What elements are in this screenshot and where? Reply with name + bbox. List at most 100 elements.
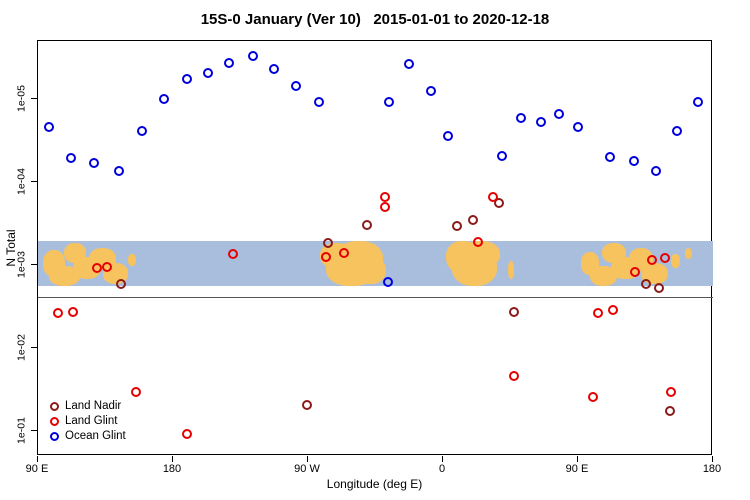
land-nadir-point bbox=[508, 307, 519, 318]
legend-marker-icon bbox=[50, 401, 59, 411]
y-tick-label: 1e-04 bbox=[15, 167, 28, 195]
chart-title: 15S-0 January (Ver 10) 2015-01-01 to 202… bbox=[200, 11, 550, 28]
ocean-glint-point bbox=[66, 152, 76, 163]
land-glint-point bbox=[588, 392, 598, 403]
y-tick-mark bbox=[31, 181, 37, 182]
land-glint-point bbox=[379, 191, 390, 202]
y-tick-label: 1e-01 bbox=[15, 416, 28, 444]
ocean-glint-point bbox=[114, 166, 124, 177]
legend-marker-icon bbox=[50, 416, 59, 426]
ocean-glint-point bbox=[604, 152, 615, 163]
land-glint-point bbox=[607, 305, 618, 316]
land-glint-point bbox=[630, 266, 640, 277]
legend-item: Land Glint bbox=[50, 414, 126, 428]
ocean-glint-point bbox=[516, 113, 526, 124]
land-nadir-point bbox=[493, 198, 504, 209]
x-tick-mark bbox=[37, 456, 38, 462]
ocean-glint-point bbox=[628, 156, 639, 167]
land-glint-point bbox=[130, 387, 141, 398]
legend: Land Nadir Land Glint Ocean Glint bbox=[50, 399, 126, 443]
ocean-glint-point bbox=[223, 58, 234, 69]
legend-label: Land Nadir bbox=[65, 400, 122, 412]
x-tick-mark bbox=[442, 456, 443, 462]
y-tick-label: 1e-02 bbox=[15, 333, 28, 361]
x-tick-label: 90 E bbox=[565, 463, 589, 475]
legend-item: Ocean Glint bbox=[50, 429, 126, 443]
x-tick-label: 90 E bbox=[25, 463, 49, 475]
land-glint-point bbox=[102, 261, 112, 272]
map-band bbox=[38, 240, 713, 287]
land-nadir-point bbox=[640, 279, 651, 290]
ocean-glint-point bbox=[672, 125, 682, 136]
land-nadir-point bbox=[115, 279, 126, 290]
x-tick-mark bbox=[172, 456, 173, 462]
y-tick-mark bbox=[31, 98, 37, 99]
y-tick-mark bbox=[31, 264, 37, 265]
x-tick-label: 0 bbox=[438, 463, 446, 475]
land-shape bbox=[641, 263, 668, 284]
ocean-glint-point bbox=[442, 131, 453, 142]
x-axis-title: Longitude (deg E) bbox=[326, 477, 423, 491]
land-glint-point bbox=[646, 254, 657, 265]
y-tick-label: 1e-03 bbox=[15, 250, 28, 278]
land-glint-point bbox=[228, 249, 238, 260]
y-tick-mark bbox=[31, 430, 37, 431]
x-tick-label: 180 bbox=[702, 463, 722, 475]
land-nadir-point bbox=[451, 221, 462, 232]
legend-label: Ocean Glint bbox=[65, 430, 126, 442]
ocean-glint-point bbox=[313, 97, 324, 108]
land-glint-point bbox=[52, 308, 63, 319]
ocean-glint-point bbox=[268, 63, 279, 74]
land-shape bbox=[671, 254, 680, 268]
ocean-glint-point bbox=[136, 125, 147, 136]
x-tick-mark bbox=[712, 456, 713, 462]
y-tick-label: 1e-05 bbox=[15, 84, 28, 112]
land-glint-point bbox=[592, 308, 603, 319]
ocean-glint-point bbox=[247, 50, 258, 61]
ocean-glint-point bbox=[159, 94, 169, 104]
ocean-glint-point bbox=[403, 59, 414, 70]
land-shape bbox=[507, 261, 514, 280]
land-shape bbox=[128, 254, 136, 266]
legend-item: Land Nadir bbox=[50, 399, 126, 413]
ocean-glint-point bbox=[426, 85, 436, 96]
land-nadir-point bbox=[664, 406, 675, 417]
ocean-glint-point bbox=[382, 276, 393, 287]
land-nadir-point bbox=[301, 400, 312, 411]
land-glint-point bbox=[181, 429, 192, 440]
land-glint-point bbox=[487, 191, 498, 202]
ocean-glint-point bbox=[88, 157, 99, 168]
land-shape bbox=[684, 247, 692, 259]
ocean-glint-point bbox=[384, 97, 394, 108]
land-glint-point bbox=[472, 237, 483, 248]
x-tick-mark bbox=[307, 456, 308, 462]
land-nadir-point bbox=[322, 237, 333, 248]
plot-area: Land Nadir Land Glint Ocean Glint bbox=[37, 40, 713, 455]
land-nadir-point bbox=[654, 283, 664, 294]
land-glint-point bbox=[508, 371, 519, 382]
reference-line bbox=[38, 296, 713, 298]
ocean-glint-point bbox=[535, 117, 546, 128]
land-glint-point bbox=[660, 252, 670, 263]
ocean-glint-point bbox=[181, 73, 192, 84]
ocean-glint-point bbox=[291, 80, 301, 91]
land-glint-point bbox=[339, 247, 349, 258]
ocean-glint-point bbox=[553, 108, 564, 119]
land-nadir-point bbox=[361, 220, 372, 231]
legend-label: Land Glint bbox=[65, 415, 118, 427]
ocean-glint-point bbox=[573, 122, 583, 133]
land-glint-point bbox=[67, 307, 78, 318]
land-shape bbox=[48, 265, 80, 287]
land-glint-point bbox=[91, 263, 102, 274]
legend-marker-icon bbox=[50, 431, 59, 441]
land-nadir-point bbox=[468, 215, 478, 226]
ocean-glint-point bbox=[651, 166, 661, 177]
y-tick-mark bbox=[31, 347, 37, 348]
land-glint-point bbox=[379, 202, 390, 212]
land-shape bbox=[590, 265, 617, 287]
x-tick-label: 90 W bbox=[294, 463, 320, 475]
land-glint-point bbox=[321, 251, 331, 262]
ocean-glint-point bbox=[496, 151, 507, 162]
x-tick-mark bbox=[577, 456, 578, 462]
